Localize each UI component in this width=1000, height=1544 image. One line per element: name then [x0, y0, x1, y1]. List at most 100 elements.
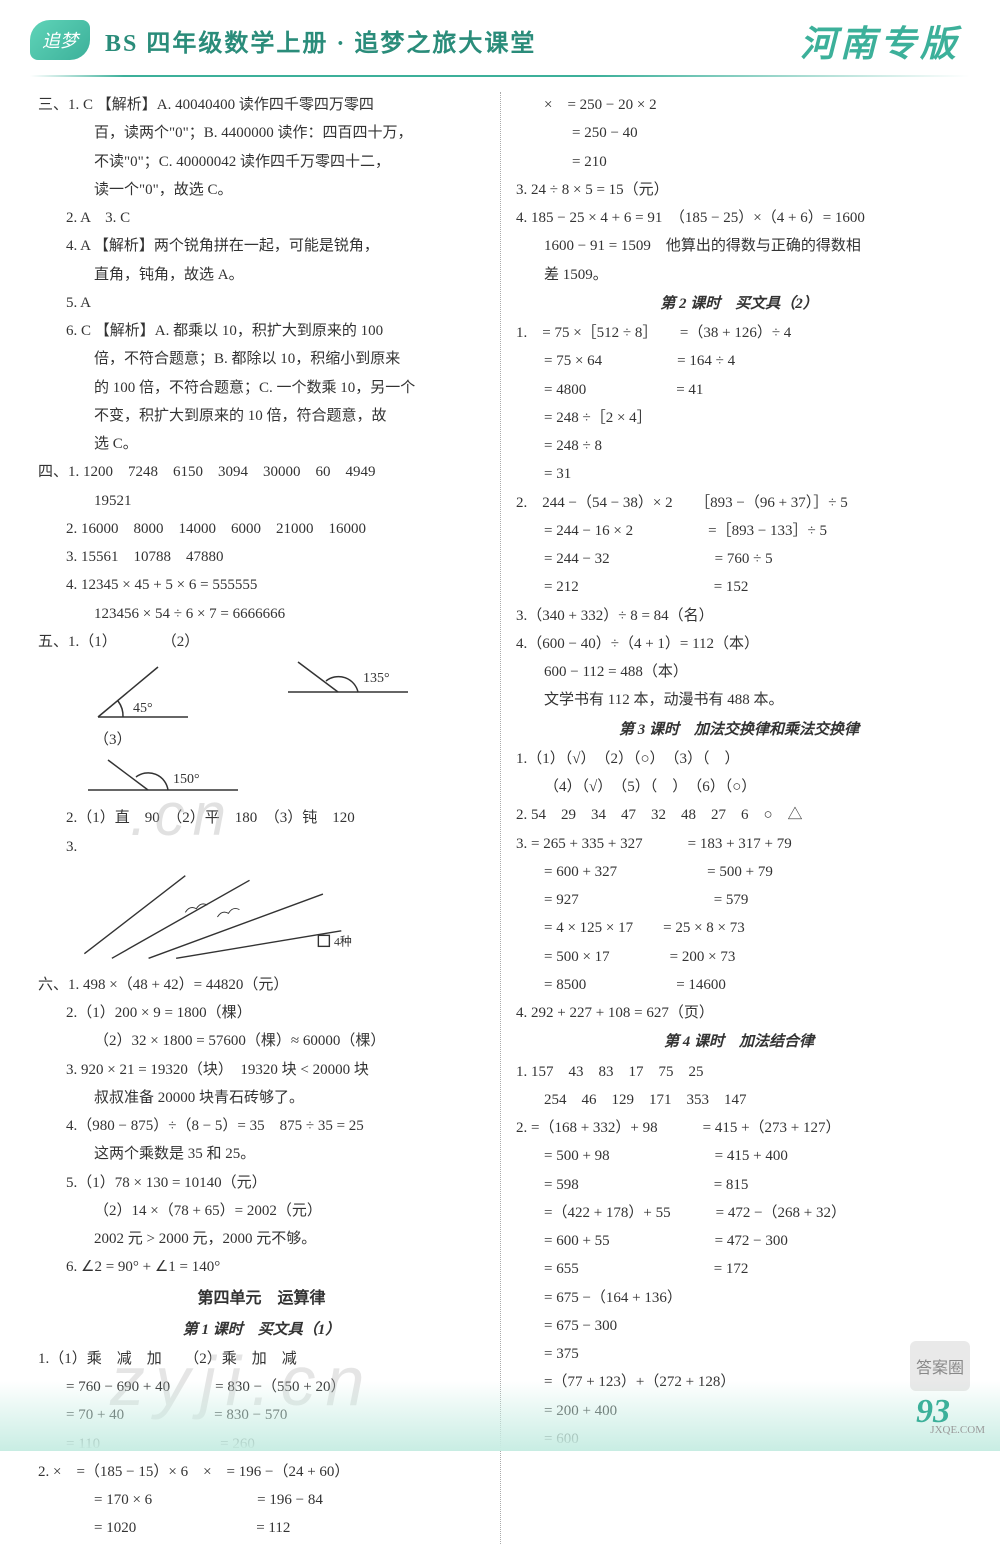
text-line: 1600 − 91 = 1509 他算出的得数与正确的得数相	[516, 233, 962, 259]
lesson-title: 第 1 课时 买文具（1）	[38, 1317, 485, 1343]
text-line: 选 C。	[38, 431, 485, 457]
text-line: 1. 157 43 83 17 75 25	[516, 1059, 962, 1085]
text-line: 254 46 129 171 353 147	[516, 1087, 962, 1113]
text-line: 4. 292 + 227 + 108 = 627（页）	[516, 1000, 962, 1026]
text-line: = 675 −（164 + 136）	[516, 1285, 962, 1311]
text-line: 3.（340 + 332）÷ 8 = 84（名）	[516, 603, 962, 629]
text-line: 4. 185 − 25 × 4 + 6 = 91 （185 − 25）×（4 +…	[516, 205, 962, 231]
text-line: 4.（600 − 40）÷（4 + 1）= 112（本）	[516, 631, 962, 657]
text-line: 四、1. 1200 7248 6150 3094 30000 60 4949	[38, 459, 485, 485]
text-line: 2.（1）200 × 9 = 1800（棵）	[38, 1000, 485, 1026]
logo-badge: 追梦	[30, 20, 90, 60]
text-line: 123456 × 54 ÷ 6 × 7 = 6666666	[38, 601, 485, 627]
text-line: 4. A 【解析】两个锐角拼在一起，可能是锐角，	[38, 233, 485, 259]
text-line: （4）（√） （5）（ ） （6）（○）	[516, 774, 962, 800]
text-line: 不变，积扩大到原来的 10 倍，符合题意，故	[38, 403, 485, 429]
text-line: 3.	[38, 834, 485, 860]
text-line: = 31	[516, 461, 962, 487]
text-line: = 675 − 300	[516, 1313, 962, 1339]
text-line: 叔叔准备 20000 块青石砖够了。	[38, 1085, 485, 1111]
text-line: 5.（1）78 × 130 = 10140（元）	[38, 1170, 485, 1196]
text-line: 2. 244 −（54 − 38）× 2 ［893 −（96 + 37）］÷ 5	[516, 490, 962, 516]
text-line: 3. = 265 + 335 + 327 = 183 + 317 + 79	[516, 831, 962, 857]
text-line: 倍，不符合题意；B. 都除以 10，积缩小到原来	[38, 346, 485, 372]
text-line: = 75 × 64 = 164 ÷ 4	[516, 348, 962, 374]
text-line: 不读"0"；C. 40000042 读作四千万零四十二，	[38, 149, 485, 175]
text-line: 3. 920 × 21 = 19320（块） 19320 块 < 20000 块	[38, 1057, 485, 1083]
right-column: × = 250 − 20 × 2 = 250 − 40 = 210 3. 24 …	[500, 92, 970, 1544]
text-line: = 500 × 17 = 200 × 73	[516, 944, 962, 970]
text-line: = 4 × 125 × 17 = 25 × 8 × 73	[516, 915, 962, 941]
text-line: 2. 16000 8000 14000 6000 21000 16000	[38, 516, 485, 542]
lesson-title: 第 4 课时 加法结合律	[516, 1029, 962, 1055]
text-line: = 248 ÷［2 × 4］	[516, 405, 962, 431]
header-divider	[30, 75, 970, 77]
text-line: 差 1509。	[516, 262, 962, 288]
text-line: = 375	[516, 1341, 962, 1367]
text-line: 600 − 112 = 488（本）	[516, 659, 962, 685]
text-line: 三、1. C 【解析】A. 40040400 读作四千零四万零四	[38, 92, 485, 118]
header-title: BS 四年级数学上册 · 追梦之旅大课堂	[105, 23, 536, 58]
header-edition: 河南专版	[800, 15, 960, 67]
text-line: = 600 + 55 = 472 − 300	[516, 1228, 962, 1254]
angle-diagram-1-2: 45° 135°	[38, 657, 458, 727]
content-container: 三、1. C 【解析】A. 40040400 读作四千零四万零四 百，读两个"0…	[0, 92, 1000, 1544]
text-line: = 244 − 16 × 2 =［893 − 133］÷ 5	[516, 518, 962, 544]
text-line: 1.（1）乘 减 加 （2）乘 加 减	[38, 1346, 485, 1372]
text-line: = 655 = 172	[516, 1256, 962, 1282]
svg-text:135°: 135°	[363, 671, 390, 686]
text-line: 百，读两个"0"；B. 4400000 读作：四百四十万，	[38, 120, 485, 146]
svg-text:150°: 150°	[173, 772, 200, 787]
text-line: 6. ∠2 = 90° + ∠1 = 140°	[38, 1254, 485, 1280]
text-line: 读一个"0"，故选 C。	[38, 177, 485, 203]
text-line: 3. 15561 10788 47880	[38, 544, 485, 570]
text-line: 的 100 倍，不符合题意；C. 一个数乘 10，另一个	[38, 375, 485, 401]
corner-watermark: JXQE.COM	[930, 1424, 985, 1436]
text-line: = 170 × 6 = 196 − 84	[38, 1487, 485, 1513]
lesson-title: 第 2 课时 买文具（2）	[516, 291, 962, 317]
text-line: = 244 − 32 = 760 ÷ 5	[516, 546, 962, 572]
text-line: × = 250 − 20 × 2	[516, 92, 962, 118]
text-line: 五、1.（1） （2）	[38, 629, 485, 655]
text-line: = 600 + 327 = 500 + 79	[516, 859, 962, 885]
text-line: 2002 元 > 2000 元，2000 元不够。	[38, 1226, 485, 1252]
text-line: = 598 = 815	[516, 1172, 962, 1198]
text-line: 2. × =（185 − 15）× 6 × = 196 −（24 + 60）	[38, 1459, 485, 1485]
text-line: （2）14 ×（78 + 65）= 2002（元）	[38, 1198, 485, 1224]
lesson-title: 第 3 课时 加法交换律和乘法交换律	[516, 717, 962, 743]
page-header: 追梦 BS 四年级数学上册 · 追梦之旅大课堂 河南专版	[0, 0, 1000, 70]
text-line: 2.（1）直 90 （2）平 180 （3）钝 120	[38, 805, 485, 831]
text-line: 2. 54 29 34 47 32 48 27 6 ○ △	[516, 802, 962, 828]
text-line: 19521	[38, 488, 485, 514]
text-line: = 1020 = 112	[38, 1515, 485, 1541]
text-line: 4.（980 − 875）÷（8 − 5）= 35 875 ÷ 35 = 25	[38, 1113, 485, 1139]
angle-diagram-3: 150°	[38, 755, 298, 805]
text-line: 5. A	[38, 290, 485, 316]
text-line: 六、1. 498 ×（48 + 42）= 44820（元）	[38, 972, 485, 998]
text-line: = 927 = 579	[516, 887, 962, 913]
text-line: 2. A 3. C	[38, 205, 485, 231]
answer-badge: 答案圈	[910, 1341, 970, 1391]
unit-title: 第四单元 运算律	[38, 1285, 485, 1313]
text-line: = 212 = 152	[516, 574, 962, 600]
text-line: 1. = 75 ×［512 ÷ 8］ =（38 + 126）÷ 4	[516, 320, 962, 346]
text-line: 这两个乘数是 35 和 25。	[38, 1141, 485, 1167]
text-line: 6. C 【解析】A. 都乘以 10，积扩大到原来的 100	[38, 318, 485, 344]
text-line: 直角，钝角，故选 A。	[38, 262, 485, 288]
page-footer	[0, 1381, 1000, 1451]
text-line: （3）	[38, 727, 485, 753]
lines-diagram: 4种	[38, 862, 378, 972]
text-line: =（422 + 178）+ 55 = 472 −（268 + 32）	[516, 1200, 962, 1226]
text-line: （2）32 × 1800 = 57600（棵）≈ 60000（棵）	[38, 1028, 485, 1054]
text-line: = 8500 = 14600	[516, 972, 962, 998]
text-line: = 4800 = 41	[516, 377, 962, 403]
text-line: 3. 24 ÷ 8 × 5 = 15（元）	[516, 177, 962, 203]
text-line: = 500 + 98 = 415 + 400	[516, 1143, 962, 1169]
text-line: 文学书有 112 本，动漫书有 488 本。	[516, 687, 962, 713]
text-line: 2. =（168 + 332）+ 98 = 415 +（273 + 127）	[516, 1115, 962, 1141]
text-line: = 248 ÷ 8	[516, 433, 962, 459]
text-line: = 250 − 40	[516, 120, 962, 146]
text-line: 1.（1）（√） （2）（○） （3）（ ）	[516, 746, 962, 772]
text-line: = 210	[516, 149, 962, 175]
svg-text:45°: 45°	[133, 701, 153, 716]
